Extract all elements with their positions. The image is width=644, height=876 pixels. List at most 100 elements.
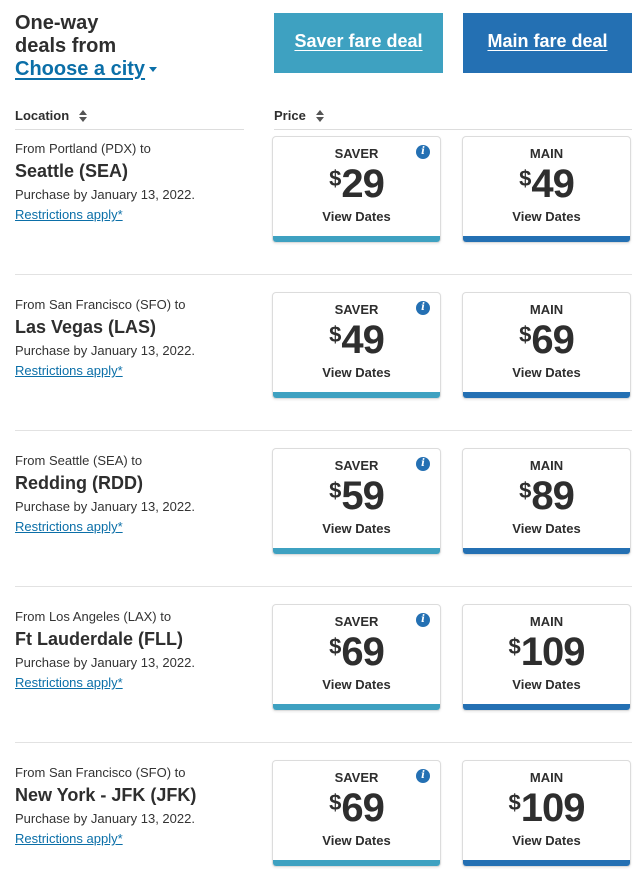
fare-type-label: MAIN: [529, 146, 564, 161]
fare-price: $109: [463, 630, 630, 675]
fare-price: $69: [273, 630, 440, 675]
fare-type-label: SAVER: [334, 302, 379, 317]
currency-symbol: $: [508, 634, 521, 659]
destination-text: Seattle (SEA): [15, 161, 129, 181]
row-divider: [15, 274, 632, 275]
origin-text: From Los Angeles (LAX) to: [15, 609, 172, 624]
divider: [15, 129, 244, 130]
saver-fare-card[interactable]: SAVER i $69 View Dates: [272, 760, 441, 867]
purchase-deadline: Purchase by January 13, 2022.: [15, 187, 195, 202]
view-dates-link[interactable]: View Dates: [322, 365, 391, 380]
row-divider: [15, 430, 632, 431]
main-fare-deal-button[interactable]: Main fare deal: [463, 13, 632, 73]
restrictions-link[interactable]: Restrictions apply*: [15, 519, 123, 534]
location-column-header[interactable]: Location: [15, 108, 88, 123]
purchase-deadline: Purchase by January 13, 2022.: [15, 655, 195, 670]
main-fare-card[interactable]: MAIN $49 View Dates: [462, 136, 631, 243]
price-amount: 69: [341, 630, 384, 674]
main-fare-card[interactable]: MAIN $69 View Dates: [462, 292, 631, 399]
choose-city-dropdown[interactable]: Choose a city: [15, 58, 158, 81]
view-dates-link[interactable]: View Dates: [512, 365, 581, 380]
purchase-deadline: Purchase by January 13, 2022.: [15, 811, 195, 826]
view-dates-link[interactable]: View Dates: [512, 521, 581, 536]
row-divider: [15, 742, 632, 743]
currency-symbol: $: [519, 322, 532, 347]
deal-row: From San Francisco (SFO) to Las Vegas (L…: [0, 287, 644, 443]
saver-fare-card[interactable]: SAVER i $29 View Dates: [272, 136, 441, 243]
currency-symbol: $: [329, 322, 342, 347]
row-divider: [15, 586, 632, 587]
deal-row: From Portland (PDX) to Seattle (SEA) Pur…: [0, 131, 644, 287]
currency-symbol: $: [519, 166, 532, 191]
origin-text: From San Francisco (SFO) to: [15, 765, 186, 780]
saver-fare-card[interactable]: SAVER i $59 View Dates: [272, 448, 441, 555]
view-dates-link[interactable]: View Dates: [322, 833, 391, 848]
origin-text: From San Francisco (SFO) to: [15, 297, 186, 312]
deal-row: From Seattle (SEA) to Redding (RDD) Purc…: [0, 443, 644, 599]
view-dates-link[interactable]: View Dates: [512, 833, 581, 848]
view-dates-link[interactable]: View Dates: [322, 209, 391, 224]
location-header-label: Location: [15, 108, 70, 123]
fare-type-label: SAVER: [334, 146, 379, 161]
deal-row: From Los Angeles (LAX) to Ft Lauderdale …: [0, 599, 644, 755]
info-icon[interactable]: i: [416, 613, 430, 627]
fare-accent-bar: [463, 704, 630, 710]
divider: [274, 129, 632, 130]
currency-symbol: $: [508, 790, 521, 815]
currency-symbol: $: [329, 790, 342, 815]
fare-price: $49: [463, 162, 630, 207]
main-fare-card[interactable]: MAIN $89 View Dates: [462, 448, 631, 555]
fare-type-label: MAIN: [529, 458, 564, 473]
sort-icon: [79, 109, 88, 122]
info-icon[interactable]: i: [416, 769, 430, 783]
headline-line-1: One-way: [15, 12, 99, 34]
fare-price: $59: [273, 474, 440, 519]
info-icon[interactable]: i: [416, 457, 430, 471]
choose-city-label: Choose a city: [15, 58, 146, 80]
price-amount: 109: [520, 786, 586, 830]
restrictions-link[interactable]: Restrictions apply*: [15, 363, 123, 378]
main-fare-card[interactable]: MAIN $109 View Dates: [462, 604, 631, 711]
destination-text: Redding (RDD): [15, 473, 143, 493]
fare-price: $69: [463, 318, 630, 363]
price-amount: 29: [341, 162, 384, 206]
restrictions-link[interactable]: Restrictions apply*: [15, 831, 123, 846]
currency-symbol: $: [519, 478, 532, 503]
saver-fare-card[interactable]: SAVER i $69 View Dates: [272, 604, 441, 711]
headline-line-2: deals from: [15, 35, 117, 57]
restrictions-link[interactable]: Restrictions apply*: [15, 675, 123, 690]
price-amount: 69: [531, 318, 574, 362]
price-column-header[interactable]: Price: [274, 108, 324, 123]
fare-accent-bar: [273, 392, 440, 398]
saver-fare-deal-button[interactable]: Saver fare deal: [274, 13, 443, 73]
fare-price: $109: [463, 786, 630, 831]
view-dates-link[interactable]: View Dates: [322, 521, 391, 536]
currency-symbol: $: [329, 634, 342, 659]
origin-text: From Portland (PDX) to: [15, 141, 151, 156]
fare-accent-bar: [273, 236, 440, 242]
price-amount: 109: [520, 630, 586, 674]
currency-symbol: $: [329, 166, 342, 191]
price-amount: 89: [531, 474, 574, 518]
restrictions-link[interactable]: Restrictions apply*: [15, 207, 123, 222]
info-icon[interactable]: i: [416, 145, 430, 159]
fare-accent-bar: [273, 548, 440, 554]
price-amount: 49: [341, 318, 384, 362]
headline: One-way deals from: [15, 12, 116, 58]
fare-accent-bar: [463, 548, 630, 554]
price-amount: 49: [531, 162, 574, 206]
main-fare-card[interactable]: MAIN $109 View Dates: [462, 760, 631, 867]
fare-type-label: MAIN: [529, 770, 564, 785]
origin-text: From Seattle (SEA) to: [15, 453, 143, 468]
view-dates-link[interactable]: View Dates: [512, 677, 581, 692]
view-dates-link[interactable]: View Dates: [512, 209, 581, 224]
fare-accent-bar: [463, 392, 630, 398]
saver-fare-card[interactable]: SAVER i $49 View Dates: [272, 292, 441, 399]
destination-text: Ft Lauderdale (FLL): [15, 629, 183, 649]
deal-row: From San Francisco (SFO) to New York - J…: [0, 755, 644, 876]
info-icon[interactable]: i: [416, 301, 430, 315]
view-dates-link[interactable]: View Dates: [322, 677, 391, 692]
currency-symbol: $: [329, 478, 342, 503]
fare-type-label: MAIN: [529, 302, 564, 317]
fare-price: $89: [463, 474, 630, 519]
